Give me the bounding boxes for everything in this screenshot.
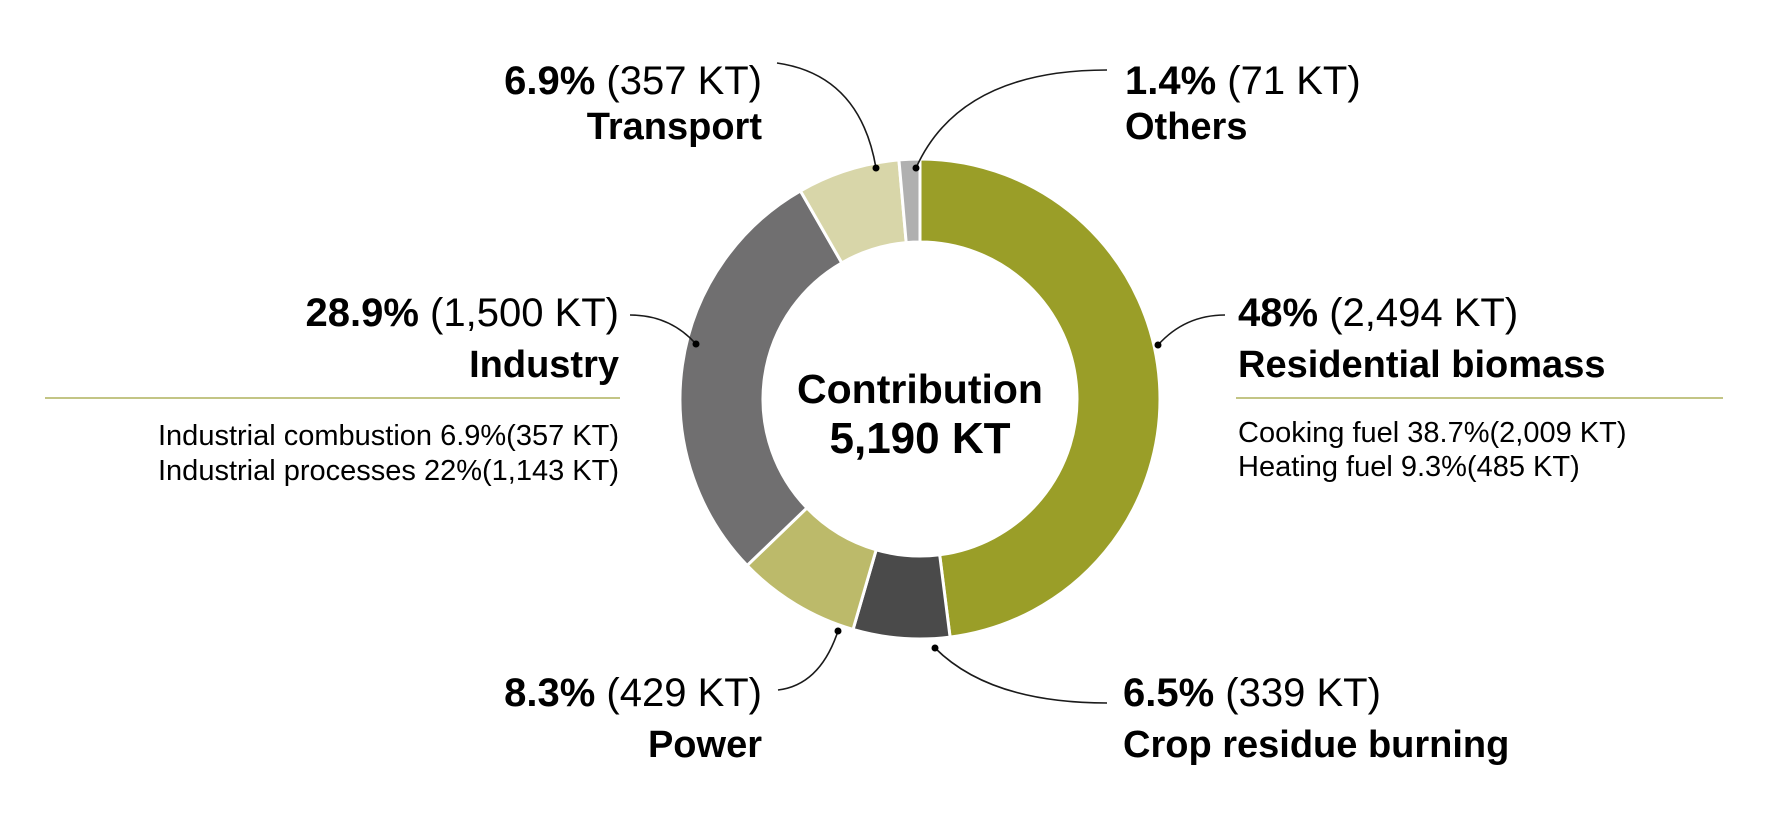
industrial-combustion-label: Industrial combustion 6.9%(357 KT)	[158, 420, 619, 452]
leader-line-power	[777, 630, 839, 691]
industry-kt: (1,500 KT)	[430, 291, 619, 335]
center-total: 5,190 KT	[829, 414, 1011, 463]
power-name: Power	[647, 724, 762, 766]
crop-name: Crop residue burning	[1123, 724, 1510, 766]
industry-breakdown-2: Industrial processes 22%(1,143 KT)	[158, 457, 619, 486]
industry-divider	[45, 397, 620, 399]
label-industry-value: 28.9% (1,500 KT)	[305, 293, 619, 333]
label-others-name: Others	[1125, 108, 1247, 146]
leader-line-industry	[629, 314, 697, 345]
transport-name: Transport	[586, 106, 762, 148]
residential-divider	[1236, 397, 1723, 399]
industrial-processes-label: Industrial processes 22%(1,143 KT)	[158, 455, 619, 487]
slice-others	[897, 157, 922, 245]
label-residential-name: Residential biomass	[1238, 346, 1605, 384]
others-kt: (71 KT)	[1227, 59, 1361, 103]
center-title: Contribution	[797, 366, 1043, 412]
residential-breakdown-1: Cooking fuel 38.7%(2,009 KT)	[1238, 419, 1627, 448]
heating-fuel-label: Heating fuel 9.3%(485 KT)	[1238, 451, 1580, 483]
leader-dot-transport	[872, 164, 880, 172]
crop-kt: (339 KT)	[1225, 671, 1381, 715]
cooking-fuel-label: Cooking fuel 38.7%(2,009 KT)	[1238, 417, 1627, 449]
residential-kt: (2,494 KT)	[1329, 291, 1519, 335]
label-crop-name: Crop residue burning	[1123, 726, 1509, 764]
transport-percent: 6.9%	[504, 59, 596, 103]
label-power-value: 8.3% (429 KT)	[504, 673, 762, 713]
leader-line-others	[915, 69, 1108, 169]
label-others-value: 1.4% (71 KT)	[1125, 61, 1361, 101]
crop-percent: 6.5%	[1123, 671, 1215, 715]
power-kt: (429 KT)	[606, 671, 762, 715]
center-label: Contribution	[760, 366, 1080, 413]
leader-line-transport	[776, 62, 877, 169]
industry-name: Industry	[469, 344, 619, 386]
label-transport-name: Transport	[587, 108, 762, 146]
others-name: Others	[1125, 106, 1248, 148]
slice-residential-biomass	[918, 157, 1162, 639]
leader-dot-power	[834, 627, 842, 635]
residential-percent: 48%	[1238, 291, 1319, 335]
residential-breakdown-2: Heating fuel 9.3%(485 KT)	[1238, 453, 1580, 482]
power-percent: 8.3%	[504, 671, 596, 715]
leader-dot-industry	[692, 340, 700, 348]
label-power-name: Power	[648, 726, 762, 764]
label-industry-name: Industry	[469, 346, 619, 384]
leader-lines	[629, 62, 1226, 704]
center-value: 5,190 KT	[760, 414, 1080, 464]
label-residential-value: 48% (2,494 KT)	[1238, 293, 1518, 333]
transport-kt: (357 KT)	[606, 59, 762, 103]
residential-name: Residential biomass	[1238, 344, 1606, 386]
label-crop-value: 6.5% (339 KT)	[1123, 673, 1381, 713]
leader-dot-crop-residue-burning	[931, 644, 939, 652]
leader-dot-others	[912, 164, 920, 172]
donut-slices	[678, 157, 1162, 641]
label-transport-value: 6.9% (357 KT)	[504, 61, 762, 101]
leader-line-crop-residue-burning	[934, 647, 1108, 704]
leader-line-residential-biomass	[1157, 314, 1226, 346]
industry-percent: 28.9%	[305, 291, 419, 335]
leader-dot-residential-biomass	[1154, 341, 1162, 349]
slice-industry	[678, 188, 844, 568]
others-percent: 1.4%	[1125, 59, 1217, 103]
industry-breakdown-1: Industrial combustion 6.9%(357 KT)	[158, 422, 619, 451]
